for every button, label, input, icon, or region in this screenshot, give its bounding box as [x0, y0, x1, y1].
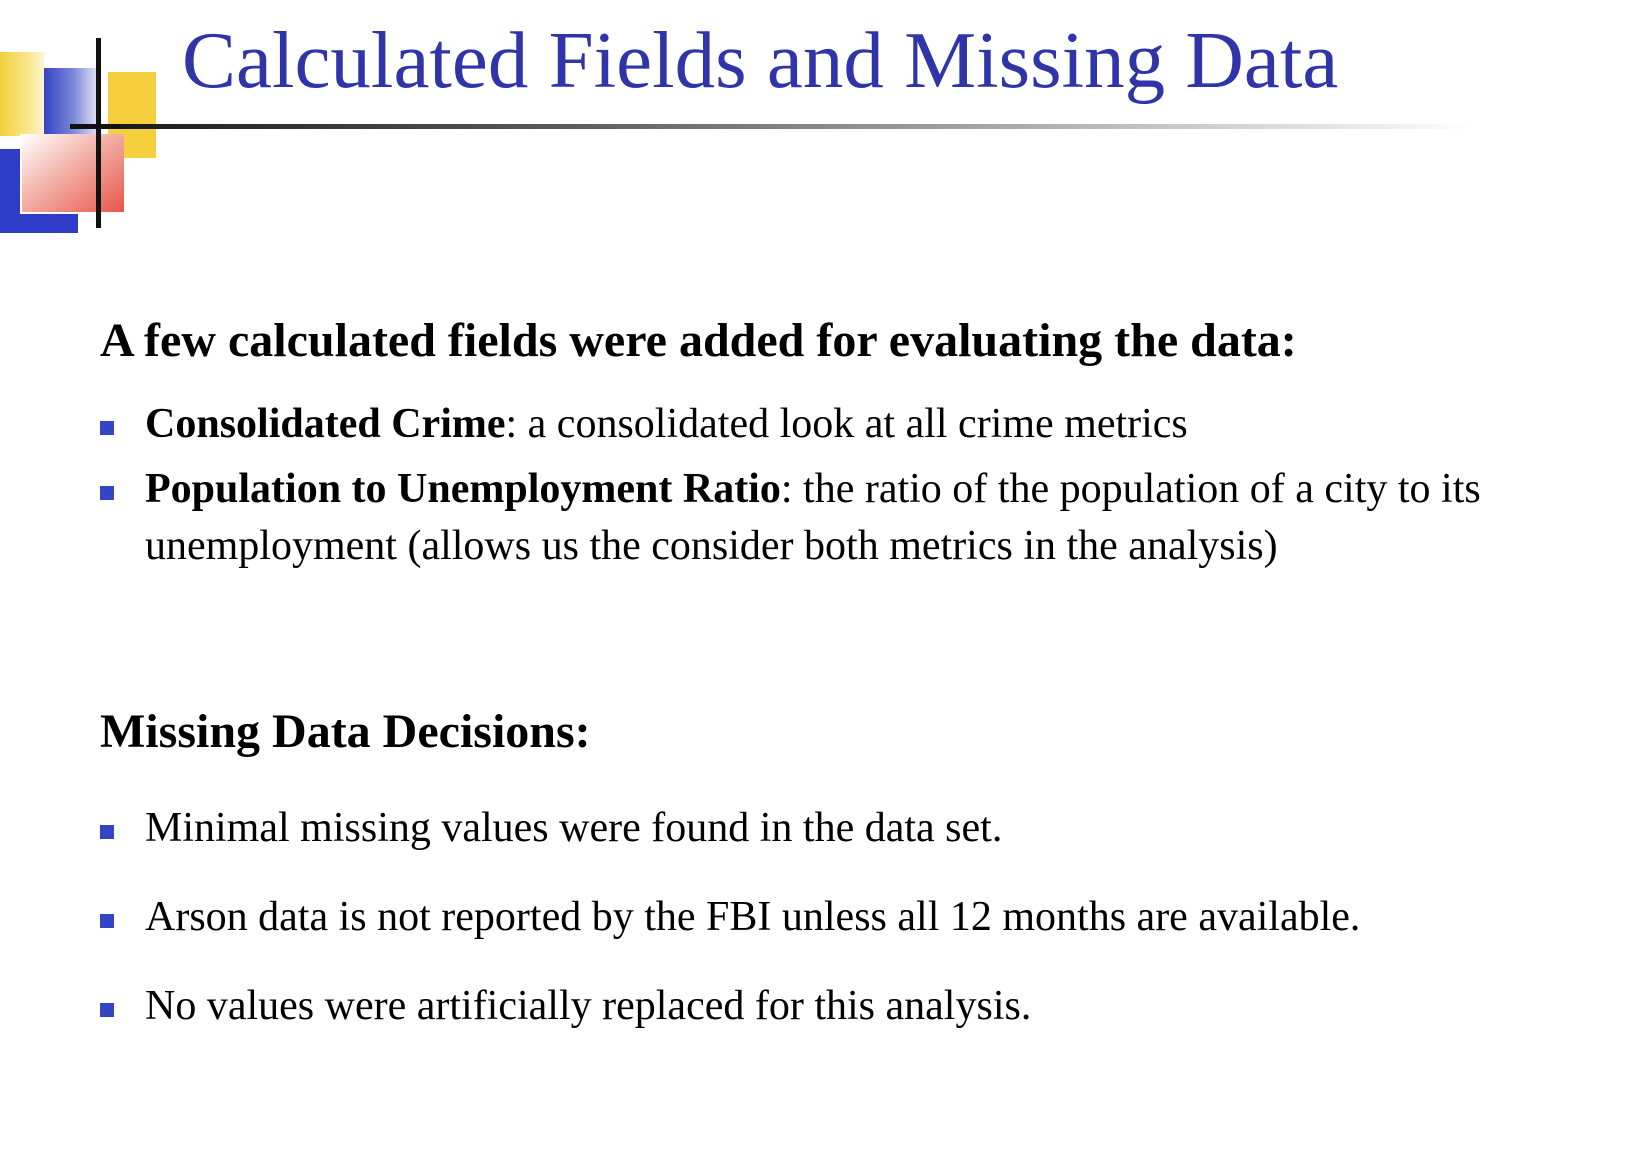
bullet-square-icon — [100, 421, 114, 435]
section-heading-missing-data: Missing Data Decisions: — [100, 705, 591, 758]
logo-yellow-square-left — [0, 52, 44, 136]
list-item-minimal-missing-values: Minimal missing values were found in the… — [100, 800, 1580, 857]
list-item-consolidated-crime: Consolidated Crime: a consolidated look … — [100, 396, 1580, 453]
bullet-square-icon — [100, 486, 114, 500]
list-item-term: Population to Unemployment Ratio — [145, 466, 781, 512]
bullet-square-icon — [100, 1003, 114, 1017]
list-item-text: No values were artificially replaced for… — [145, 983, 1032, 1029]
list-item-no-values-replaced: No values were artificially replaced for… — [100, 978, 1580, 1035]
list-item-population-unemployment-ratio: Population to Unemployment Ratio: the ra… — [100, 461, 1580, 574]
list-item-text: Consolidated Crime: a consolidated look … — [145, 396, 1580, 453]
section-heading-calculated-fields: A few calculated fields were added for e… — [100, 314, 1297, 367]
list-item-text: Population to Unemployment Ratio: the ra… — [145, 461, 1580, 574]
logo-red-square — [22, 134, 124, 212]
logo-blue-square-middle — [44, 68, 98, 134]
list-item-text: Arson data is not reported by the FBI un… — [145, 894, 1361, 940]
bullet-square-icon — [100, 914, 114, 928]
list-item-term: Consolidated Crime — [145, 401, 506, 447]
list-item-text: Minimal missing values were found in the… — [145, 805, 1003, 851]
logo-vertical-line — [96, 38, 101, 228]
list-item-arson-data: Arson data is not reported by the FBI un… — [100, 889, 1580, 946]
slide-title: Calculated Fields and Missing Data — [182, 15, 1339, 105]
bullet-square-icon — [100, 825, 114, 839]
list-item-description: : the ratio of the population of a city … — [145, 466, 1481, 569]
list-item-description: : a consolidated look at all crime metri… — [505, 401, 1188, 447]
title-underline-rule — [120, 124, 1475, 129]
slide-corner-logo — [0, 0, 170, 240]
logo-horizontal-line — [70, 124, 124, 129]
